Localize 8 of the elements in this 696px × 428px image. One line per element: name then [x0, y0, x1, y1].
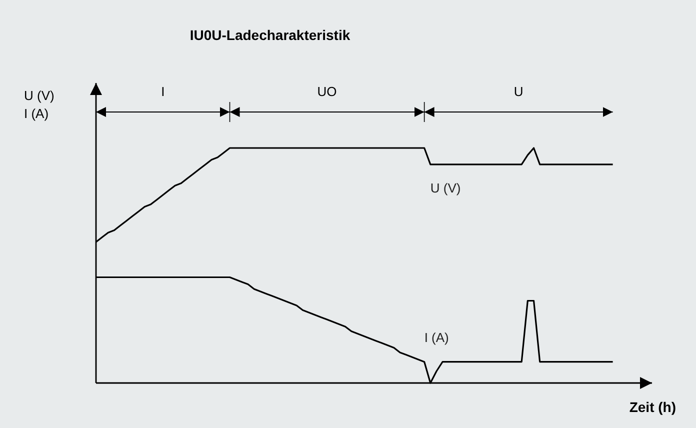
series-label: I (A)	[424, 330, 449, 345]
text: I	[161, 84, 165, 99]
y-axis-title: U (V) I (A)	[24, 88, 54, 121]
text: U	[514, 84, 524, 99]
chart-title: IU0U-Ladecharakteristik	[190, 27, 350, 43]
series-label: U (V)	[430, 180, 461, 196]
x-axis-title: Zeit (h)	[629, 399, 676, 415]
text: UO	[317, 84, 337, 99]
